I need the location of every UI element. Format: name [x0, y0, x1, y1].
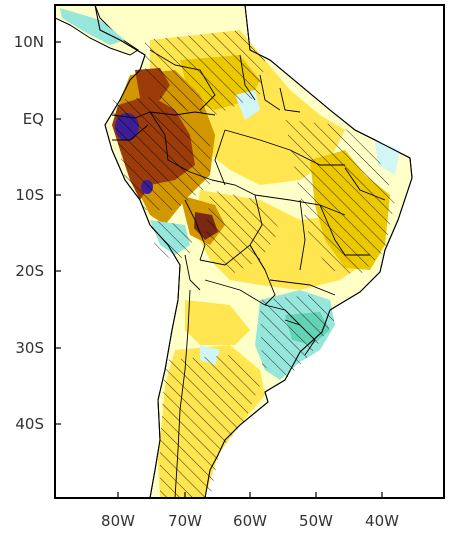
- lon-label-40w: 40W: [365, 512, 399, 530]
- border-brazil-states-7: [269, 279, 336, 296]
- border-brazil-states-8: [214, 129, 226, 186]
- country-borders: [111, 49, 386, 498]
- hatch-east: [285, 120, 395, 275]
- lon-label-70w: 70W: [168, 512, 202, 530]
- coastline: [94, 5, 413, 498]
- border-ecuador-peru: [112, 124, 149, 141]
- lon-label-50w: 50W: [299, 512, 333, 530]
- lat-ticks: [55, 41, 61, 425]
- lat-label-10n: 10N: [14, 33, 44, 51]
- border-venezuela-guyana: [239, 54, 256, 101]
- yellow-region-argentina: [185, 300, 250, 345]
- border-colombia-ecuador: [111, 111, 151, 119]
- border-paraguay-brazil: [249, 244, 276, 306]
- light-cyan-region-caribbean: [60, 8, 125, 45]
- border-chile-argentina: [174, 289, 191, 498]
- lat-label-10s: 10S: [15, 186, 44, 204]
- border-argentina-brazil: [264, 304, 301, 326]
- border-peru-brazil: [149, 111, 213, 181]
- border-argentina-paraguay: [204, 279, 266, 306]
- lat-label-30s: 30S: [15, 339, 44, 357]
- border-colombia-brazil: [149, 111, 216, 116]
- hatch-southeast: [260, 295, 335, 380]
- border-uruguay-brazil: [284, 319, 316, 356]
- lon-label-60w: 60W: [233, 512, 267, 530]
- border-guyana-suriname: [259, 74, 281, 111]
- border-suriname-guiana: [279, 87, 301, 113]
- lat-label-20s: 20S: [15, 262, 44, 280]
- hatch-west: [110, 95, 210, 210]
- border-brazil-states-2: [289, 149, 345, 166]
- border-brazil-states-1: [224, 129, 291, 151]
- lat-label-eq: EQ: [23, 110, 44, 128]
- lon-label-80w: 80W: [101, 512, 135, 530]
- border-chile-bolivia: [184, 254, 201, 291]
- land-layer: [55, 5, 413, 498]
- border-peru-bolivia: [184, 199, 206, 261]
- border-colombia-venezuela: [149, 49, 216, 111]
- border-brazil-states-3: [254, 194, 346, 216]
- hatch-north: [145, 30, 265, 115]
- border-brazil-states-4: [299, 199, 306, 271]
- hatch-central: [205, 190, 280, 275]
- border-brazil-states-5: [319, 204, 370, 256]
- hatch-peru-coast: [150, 220, 195, 262]
- lon-ticks: [117, 492, 383, 498]
- hatch-argentina: [160, 355, 262, 498]
- border-brazil-states-6: [344, 167, 386, 201]
- lat-label-40s: 40S: [15, 415, 44, 433]
